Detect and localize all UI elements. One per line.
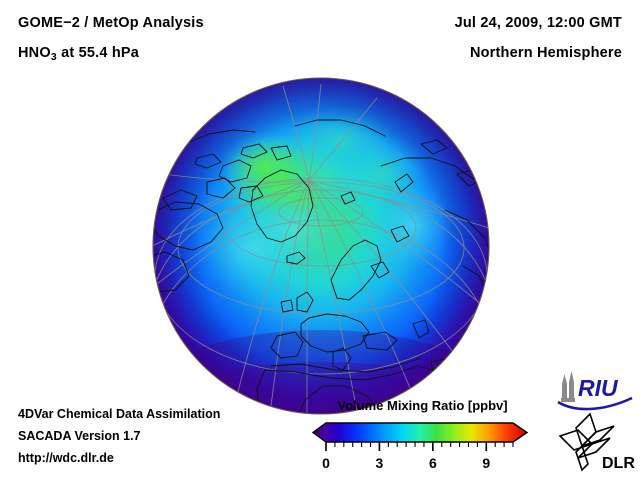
globe-svg (152, 77, 490, 415)
species-subscript: 3 (50, 51, 57, 63)
globe-map (145, 70, 497, 422)
coastlines (153, 119, 489, 414)
pressure-level: at 55.4 hPa (56, 45, 140, 61)
riu-logo: RIU (557, 371, 633, 411)
credits-block: 4DVar Chemical Data Assimilation SACADA … (18, 403, 220, 469)
riu-wordmark: RIU (578, 375, 619, 401)
dlr-wordmark: DLR (602, 455, 635, 472)
logo-block: RIU DLR (552, 368, 636, 474)
credit-line-method: 4DVar Chemical Data Assimilation (18, 407, 221, 421)
dlr-logo: DLR (558, 412, 635, 472)
globe-field (153, 78, 489, 414)
credit-line-version: SACADA Version 1.7 (18, 429, 141, 443)
colorbar-gradient (311, 422, 529, 443)
colorbar-svg: 0 3 6 9 (311, 422, 529, 471)
species-name: HNO (18, 45, 51, 61)
svg-text:3: 3 (376, 455, 384, 471)
dlr-pinwheel-icon (558, 412, 615, 472)
svg-text:0: 0 (322, 455, 330, 471)
species-level-label: HNO3 at 55.4 hPa (18, 45, 139, 63)
globe-limb (152, 77, 490, 415)
colorbar: Volume Mixing Ratio [ppbv] 0 3 6 9 (305, 398, 540, 476)
datetime-label: Jul 24, 2009, 12:00 GMT (454, 15, 622, 31)
region-label: Northern Hemisphere (469, 45, 622, 61)
svg-text:6: 6 (429, 455, 437, 471)
colorbar-title: Volume Mixing Ratio [ppbv] (337, 398, 508, 413)
colorbar-tick-labels: 0 3 6 9 (322, 455, 490, 471)
credit-line-url[interactable]: http://wdc.dlr.de (18, 451, 114, 465)
riu-cathedral-icon (561, 371, 575, 402)
riu-swoosh (557, 396, 633, 411)
svg-text:9: 9 (482, 455, 490, 471)
colorbar-ticks (325, 442, 514, 451)
page-title: GOME−2 / MetOp Analysis (18, 15, 204, 31)
